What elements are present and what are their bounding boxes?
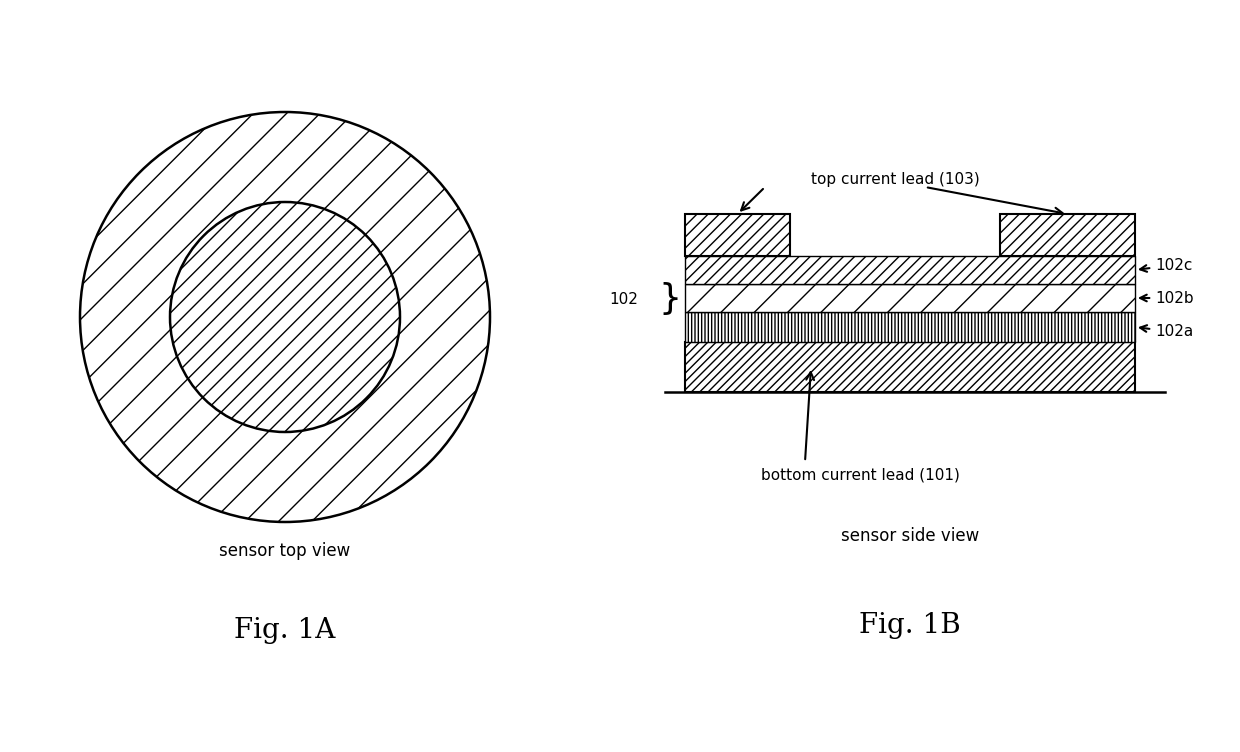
Text: sensor top view: sensor top view xyxy=(219,542,351,560)
Text: sensor side view: sensor side view xyxy=(841,527,980,545)
Text: 102a: 102a xyxy=(1140,325,1193,339)
Bar xyxy=(999,214,1135,256)
Text: Fig. 1A: Fig. 1A xyxy=(234,617,336,644)
Text: }: } xyxy=(658,282,682,316)
Ellipse shape xyxy=(170,202,401,432)
Bar xyxy=(684,284,1135,312)
Text: top current lead (103): top current lead (103) xyxy=(811,172,980,187)
Bar xyxy=(684,214,790,256)
Text: 102b: 102b xyxy=(1140,290,1194,305)
Ellipse shape xyxy=(81,112,490,522)
Bar xyxy=(684,312,1135,342)
Bar xyxy=(684,342,1135,392)
Bar xyxy=(684,256,1135,284)
Text: Fig. 1B: Fig. 1B xyxy=(859,612,961,639)
Text: 102: 102 xyxy=(609,292,639,307)
Ellipse shape xyxy=(170,202,401,432)
Text: bottom current lead (101): bottom current lead (101) xyxy=(760,467,960,482)
Text: 102c: 102c xyxy=(1140,257,1193,272)
